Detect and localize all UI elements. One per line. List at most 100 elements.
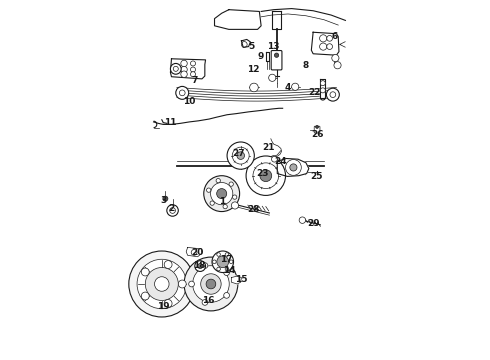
Circle shape	[129, 251, 195, 317]
Circle shape	[189, 281, 195, 287]
Circle shape	[250, 83, 258, 92]
Circle shape	[319, 43, 327, 50]
Circle shape	[237, 152, 245, 159]
Text: 1: 1	[219, 197, 225, 206]
Circle shape	[231, 202, 239, 209]
Circle shape	[204, 176, 240, 212]
Circle shape	[232, 147, 249, 164]
Circle shape	[229, 182, 233, 186]
Circle shape	[181, 66, 187, 73]
Circle shape	[197, 264, 203, 269]
Circle shape	[213, 260, 216, 264]
Polygon shape	[186, 247, 202, 257]
FancyBboxPatch shape	[271, 50, 282, 70]
Circle shape	[334, 62, 341, 69]
Circle shape	[223, 204, 227, 209]
Circle shape	[332, 54, 339, 62]
Circle shape	[290, 164, 297, 171]
Circle shape	[184, 257, 238, 311]
Text: 17: 17	[220, 255, 233, 264]
Text: 25: 25	[310, 172, 322, 181]
Text: 5: 5	[248, 42, 255, 51]
FancyBboxPatch shape	[314, 126, 320, 133]
Circle shape	[146, 267, 178, 301]
Circle shape	[227, 142, 254, 169]
Circle shape	[164, 300, 172, 307]
Circle shape	[210, 201, 214, 205]
Text: 8: 8	[302, 61, 308, 70]
Polygon shape	[231, 276, 242, 284]
Circle shape	[193, 266, 229, 302]
Text: 2: 2	[169, 204, 174, 213]
Text: 14: 14	[222, 266, 235, 275]
Circle shape	[202, 300, 208, 305]
Circle shape	[191, 72, 196, 77]
Circle shape	[201, 274, 221, 294]
Circle shape	[216, 179, 220, 183]
Circle shape	[299, 217, 306, 224]
Circle shape	[164, 261, 172, 269]
Circle shape	[217, 267, 221, 271]
Polygon shape	[171, 59, 205, 79]
Circle shape	[181, 60, 187, 67]
Text: 26: 26	[311, 130, 324, 139]
Text: 22: 22	[309, 87, 321, 96]
Text: 28: 28	[248, 205, 260, 214]
Circle shape	[167, 205, 178, 216]
Text: 10: 10	[183, 96, 196, 105]
Text: 23: 23	[256, 169, 269, 178]
Circle shape	[217, 256, 229, 268]
Circle shape	[181, 71, 187, 77]
Text: 16: 16	[202, 296, 215, 305]
Circle shape	[217, 253, 221, 256]
Circle shape	[269, 74, 276, 81]
Circle shape	[141, 292, 149, 300]
Text: 19: 19	[157, 302, 170, 311]
Text: 29: 29	[308, 219, 320, 228]
Circle shape	[154, 277, 169, 291]
Circle shape	[191, 249, 197, 255]
Polygon shape	[266, 51, 270, 61]
Text: 27: 27	[232, 149, 245, 158]
Circle shape	[206, 279, 216, 289]
Circle shape	[224, 293, 229, 298]
Circle shape	[246, 156, 286, 195]
Polygon shape	[277, 158, 309, 176]
Circle shape	[178, 280, 186, 288]
Circle shape	[233, 195, 237, 199]
Circle shape	[217, 189, 227, 199]
Polygon shape	[311, 32, 339, 55]
Circle shape	[212, 251, 234, 273]
Circle shape	[286, 159, 301, 175]
Polygon shape	[320, 79, 325, 98]
Text: 11: 11	[164, 118, 177, 127]
Circle shape	[270, 156, 277, 163]
Circle shape	[176, 86, 189, 99]
Text: 21: 21	[262, 143, 274, 152]
Text: 9: 9	[257, 52, 264, 61]
Circle shape	[195, 261, 205, 271]
Text: 3: 3	[160, 196, 167, 205]
Circle shape	[137, 259, 187, 309]
Circle shape	[320, 81, 325, 86]
Circle shape	[253, 163, 279, 189]
Text: 6: 6	[332, 32, 338, 41]
Circle shape	[225, 253, 229, 256]
Circle shape	[320, 88, 325, 93]
Circle shape	[260, 170, 272, 181]
Circle shape	[327, 44, 333, 49]
Text: 15: 15	[235, 275, 247, 284]
Polygon shape	[215, 10, 261, 30]
Text: 7: 7	[192, 76, 198, 85]
Circle shape	[327, 36, 333, 41]
Circle shape	[191, 61, 196, 66]
Circle shape	[225, 267, 229, 271]
Circle shape	[319, 35, 327, 42]
Text: 20: 20	[192, 248, 204, 257]
Circle shape	[326, 88, 339, 101]
Circle shape	[271, 156, 277, 162]
Circle shape	[207, 188, 211, 192]
Circle shape	[224, 270, 229, 275]
Circle shape	[316, 126, 318, 129]
Circle shape	[211, 183, 233, 205]
